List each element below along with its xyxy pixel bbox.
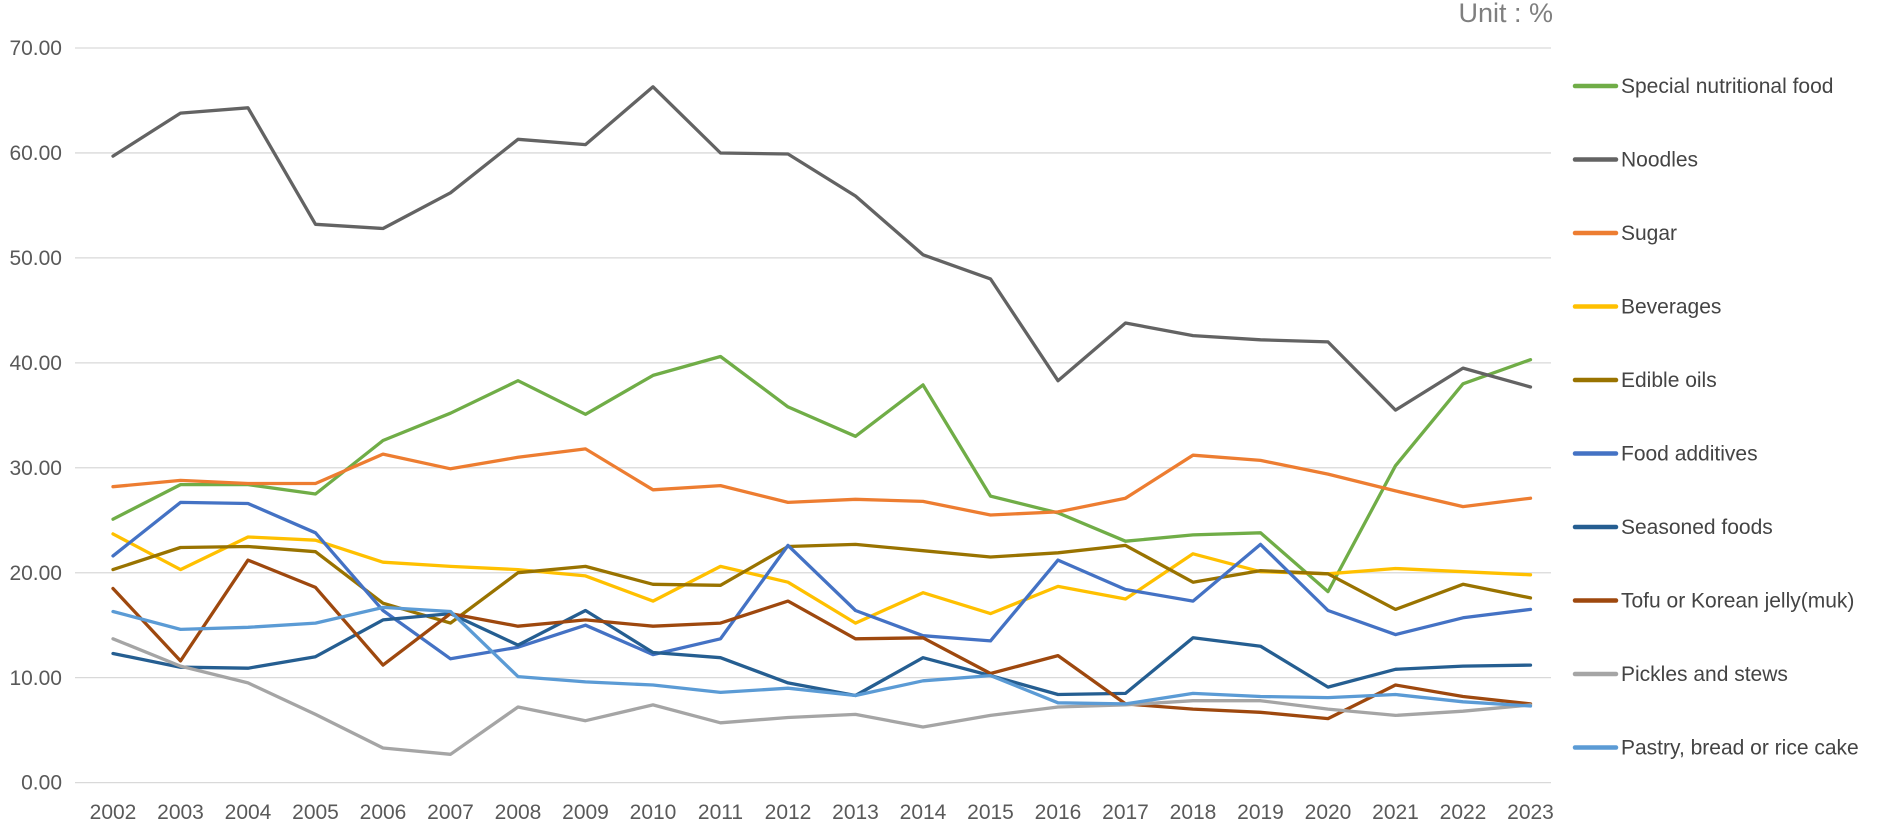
legend-item-label: Tofu or Korean jelly(muk)	[1621, 590, 1854, 613]
y-axis-tick-label: 60.00	[9, 142, 62, 165]
y-axis-tick-label: 20.00	[9, 562, 62, 585]
x-axis-tick-label: 2015	[967, 801, 1014, 824]
x-axis-tick-label: 2023	[1507, 801, 1554, 824]
legend-item-label: Sugar	[1621, 222, 1677, 245]
x-axis-tick-label: 2016	[1035, 801, 1082, 824]
y-axis-tick-label: 10.00	[9, 667, 62, 690]
x-axis-tick-label: 2020	[1305, 801, 1352, 824]
unit-label: Unit : %	[1458, 0, 1553, 28]
series-line-special-nutritional-food	[111, 354, 1533, 594]
x-axis-tick-label: 2003	[157, 801, 204, 824]
y-axis-tick-label: 0.00	[21, 772, 62, 795]
x-axis-tick-label: 2013	[832, 801, 879, 824]
legend-item-label: Special nutritional food	[1621, 75, 1833, 98]
legend-item-label: Edible oils	[1621, 369, 1717, 392]
legend-item-label: Beverages	[1621, 296, 1721, 319]
x-axis-tick-label: 2014	[900, 801, 947, 824]
legend-item-label: Noodles	[1621, 149, 1698, 172]
x-axis-tick-label: 2004	[225, 801, 272, 824]
legend-item-label: Pastry, bread or rice cake	[1621, 737, 1859, 760]
legend-item-label: Food additives	[1621, 443, 1758, 466]
x-axis-tick-label: 2012	[765, 801, 812, 824]
x-axis-tick-label: 2002	[90, 801, 137, 824]
x-axis-tick-label: 2017	[1102, 801, 1149, 824]
series-line-seasoned-foods	[111, 608, 1533, 698]
x-axis-tick-label: 2018	[1170, 801, 1217, 824]
series-line-food-additives	[111, 500, 1533, 661]
x-axis-tick-label: 2011	[698, 801, 743, 824]
x-axis-tick-label: 2019	[1237, 801, 1284, 824]
x-axis-tick-label: 2022	[1440, 801, 1487, 824]
y-axis-tick-label: 70.00	[9, 37, 62, 60]
series-line-noodles	[111, 85, 1533, 412]
legend-item-label: Seasoned foods	[1621, 516, 1773, 539]
x-axis-tick-label: 2009	[562, 801, 609, 824]
x-axis-tick-label: 2007	[427, 801, 474, 824]
y-axis-tick-label: 30.00	[9, 457, 62, 480]
x-axis-tick-label: 2005	[292, 801, 339, 824]
series-line-pickles-and-stews	[111, 637, 1533, 756]
x-axis-tick-label: 2021	[1372, 801, 1419, 824]
x-axis-tick-label: 2010	[630, 801, 677, 824]
series-line-tofu-or-korean-jelly-muk-	[111, 558, 1533, 721]
legend-item-label: Pickles and stews	[1621, 663, 1788, 686]
series-line-pastry-bread-or-rice-cake	[111, 605, 1533, 708]
x-axis-tick-label: 2006	[360, 801, 407, 824]
y-axis-tick-label: 50.00	[9, 247, 62, 270]
series-line-edible-oils	[111, 542, 1533, 625]
y-axis-tick-label: 40.00	[9, 352, 62, 375]
x-axis-tick-label: 2008	[495, 801, 542, 824]
series-line-sugar	[111, 447, 1533, 517]
